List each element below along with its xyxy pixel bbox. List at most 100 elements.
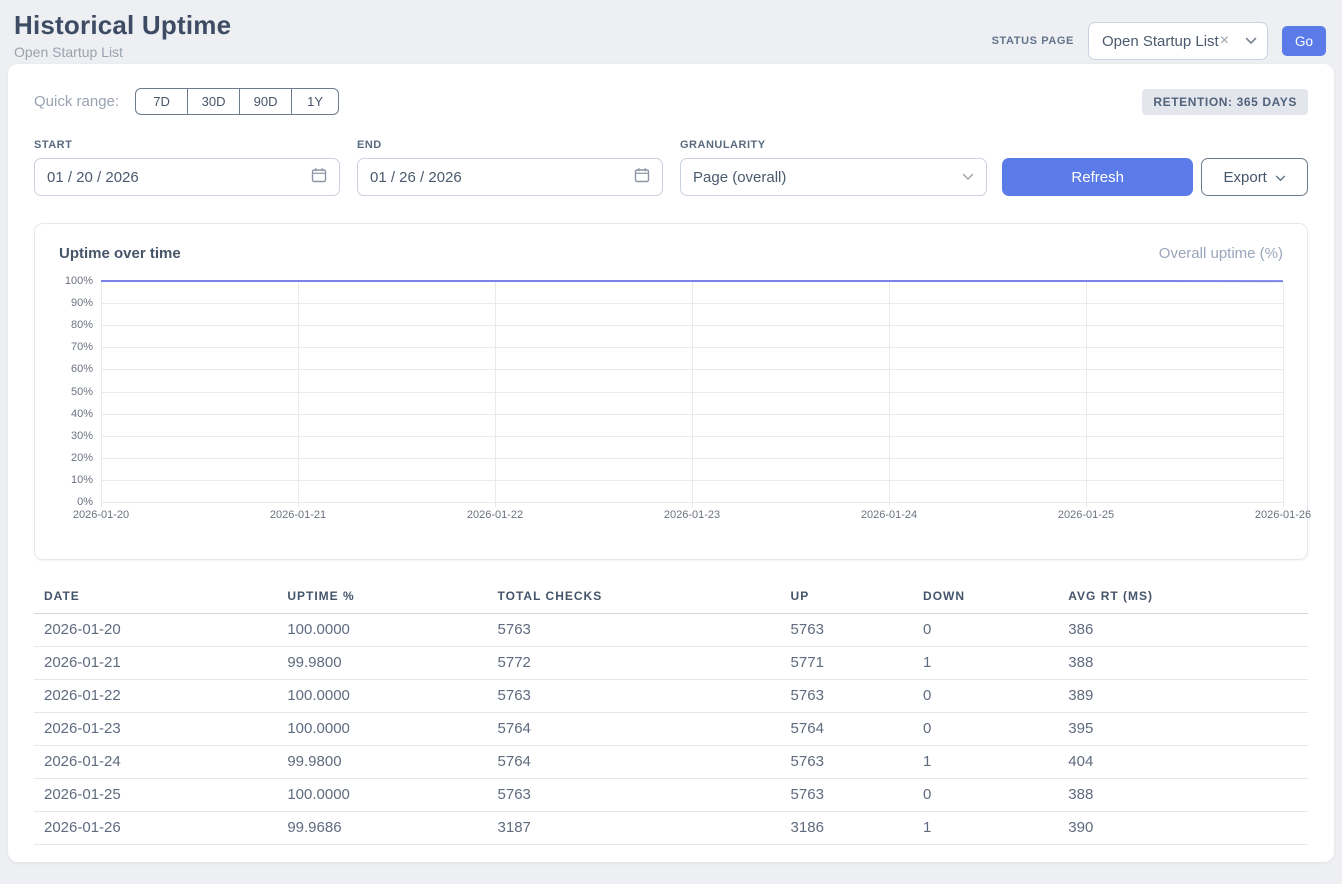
go-button[interactable]: Go [1282, 26, 1326, 56]
uptime-table: DATE UPTIME % TOTAL CHECKS UP DOWN AVG R… [34, 583, 1308, 845]
quick-range-label: Quick range: [34, 93, 119, 110]
cell-down: 1 [913, 812, 1058, 845]
cell-uptime: 100.0000 [277, 614, 487, 647]
y-tick-label: 60% [71, 363, 93, 375]
page-header: Historical Uptime Open Startup List STAT… [0, 0, 1342, 64]
col-header-date: DATE [34, 583, 277, 614]
granularity-field: GRANULARITY Page (overall) [680, 139, 987, 196]
cell-total-checks: 5763 [488, 614, 781, 647]
granularity-value: Page (overall) [693, 169, 786, 186]
cell-up: 5771 [781, 647, 913, 680]
y-tick-label: 90% [71, 297, 93, 309]
calendar-icon[interactable] [634, 167, 650, 187]
cell-uptime: 99.9800 [277, 647, 487, 680]
retention-badge: RETENTION: 365 DAYS [1142, 89, 1308, 115]
quick-range-30d-button[interactable]: 30D [187, 88, 239, 115]
cell-down: 0 [913, 680, 1058, 713]
y-tick-label: 40% [71, 408, 93, 420]
x-tick-label: 2026-01-26 [1255, 509, 1311, 521]
table-row: 2026-01-23 100.0000 5764 5764 0 395 [34, 713, 1308, 746]
cell-down: 0 [913, 779, 1058, 812]
uptime-chart: 100%90%80%70%60%50%40%30%20%10%0% 2026-0… [59, 281, 1283, 524]
quick-range-7d-button[interactable]: 7D [135, 88, 187, 115]
chevron-down-icon [1245, 37, 1257, 45]
cell-up: 3186 [781, 812, 913, 845]
cell-date: 2026-01-24 [34, 746, 277, 779]
chevron-down-icon [1275, 169, 1286, 186]
cell-date: 2026-01-21 [34, 647, 277, 680]
table-row: 2026-01-24 99.9800 5764 5763 1 404 [34, 746, 1308, 779]
cell-uptime: 99.9800 [277, 746, 487, 779]
col-header-total-checks: TOTAL CHECKS [488, 583, 781, 614]
end-date-input[interactable]: 01 / 26 / 2026 [357, 158, 663, 196]
v-gridline [1283, 281, 1284, 507]
y-tick-label: 80% [71, 319, 93, 331]
quick-range-row: Quick range: 7D 30D 90D 1Y RETENTION: 36… [34, 88, 1308, 115]
end-date-value: 01 / 26 / 2026 [370, 169, 462, 186]
cell-date: 2026-01-22 [34, 680, 277, 713]
status-page-label: STATUS PAGE [992, 35, 1074, 47]
cell-avg-rt: 404 [1058, 746, 1308, 779]
table-row: 2026-01-25 100.0000 5763 5763 0 388 [34, 779, 1308, 812]
chart-legend: Overall uptime (%) [1159, 245, 1283, 262]
end-label: END [357, 139, 663, 151]
x-icon[interactable]: × [1220, 33, 1229, 49]
col-header-avg-rt: AVG RT (MS) [1058, 583, 1308, 614]
cell-uptime: 100.0000 [277, 680, 487, 713]
calendar-icon[interactable] [311, 167, 327, 187]
cell-uptime: 100.0000 [277, 713, 487, 746]
cell-total-checks: 5772 [488, 647, 781, 680]
granularity-label: GRANULARITY [680, 139, 987, 151]
col-header-down: DOWN [913, 583, 1058, 614]
x-tick-label: 2026-01-21 [270, 509, 326, 521]
y-tick-label: 0% [77, 496, 93, 508]
granularity-select[interactable]: Page (overall) [680, 158, 987, 196]
status-page-select[interactable]: Open Startup List × [1088, 22, 1268, 60]
cell-up: 5763 [781, 614, 913, 647]
chart-plot [101, 281, 1283, 502]
cell-date: 2026-01-20 [34, 614, 277, 647]
cell-avg-rt: 390 [1058, 812, 1308, 845]
uptime-line-svg [101, 281, 1283, 502]
y-tick-label: 50% [71, 386, 93, 398]
table-row: 2026-01-20 100.0000 5763 5763 0 386 [34, 614, 1308, 647]
quick-range-controls: Quick range: 7D 30D 90D 1Y [34, 88, 339, 115]
page-subtitle: Open Startup List [14, 44, 231, 60]
page-title: Historical Uptime [14, 10, 231, 41]
cell-down: 1 [913, 746, 1058, 779]
x-tick-label: 2026-01-25 [1058, 509, 1114, 521]
table-row: 2026-01-26 99.9686 3187 3186 1 390 [34, 812, 1308, 845]
y-tick-label: 10% [71, 474, 93, 486]
start-date-field: START 01 / 20 / 2026 [34, 139, 340, 196]
main-panel: Quick range: 7D 30D 90D 1Y RETENTION: 36… [8, 64, 1334, 862]
table-row: 2026-01-22 100.0000 5763 5763 0 389 [34, 680, 1308, 713]
start-date-input[interactable]: 01 / 20 / 2026 [34, 158, 340, 196]
cell-date: 2026-01-26 [34, 812, 277, 845]
col-header-up: UP [781, 583, 913, 614]
cell-total-checks: 5763 [488, 779, 781, 812]
chart-y-axis: 100%90%80%70%60%50%40%30%20%10%0% [59, 281, 101, 502]
chart-title: Uptime over time [59, 245, 181, 262]
quick-range-group: 7D 30D 90D 1Y [135, 88, 339, 115]
cell-up: 5763 [781, 746, 913, 779]
cell-total-checks: 5764 [488, 713, 781, 746]
chart-card: Uptime over time Overall uptime (%) 100%… [34, 223, 1308, 560]
cell-uptime: 99.9686 [277, 812, 487, 845]
cell-up: 5763 [781, 680, 913, 713]
quick-range-90d-button[interactable]: 90D [239, 88, 291, 115]
cell-date: 2026-01-23 [34, 713, 277, 746]
cell-uptime: 100.0000 [277, 779, 487, 812]
quick-range-1y-button[interactable]: 1Y [291, 88, 339, 115]
table-row: 2026-01-21 99.9800 5772 5771 1 388 [34, 647, 1308, 680]
col-header-uptime: UPTIME % [277, 583, 487, 614]
chart-x-axis: 2026-01-202026-01-212026-01-222026-01-23… [101, 502, 1283, 524]
refresh-button[interactable]: Refresh [1002, 158, 1193, 196]
x-tick-label: 2026-01-24 [861, 509, 917, 521]
cell-down: 0 [913, 713, 1058, 746]
cell-total-checks: 5763 [488, 680, 781, 713]
start-date-value: 01 / 20 / 2026 [47, 169, 139, 186]
title-block: Historical Uptime Open Startup List [14, 10, 231, 60]
export-button[interactable]: Export [1201, 158, 1308, 196]
cell-total-checks: 3187 [488, 812, 781, 845]
chart-plot-wrap: 2026-01-202026-01-212026-01-222026-01-23… [101, 281, 1283, 524]
